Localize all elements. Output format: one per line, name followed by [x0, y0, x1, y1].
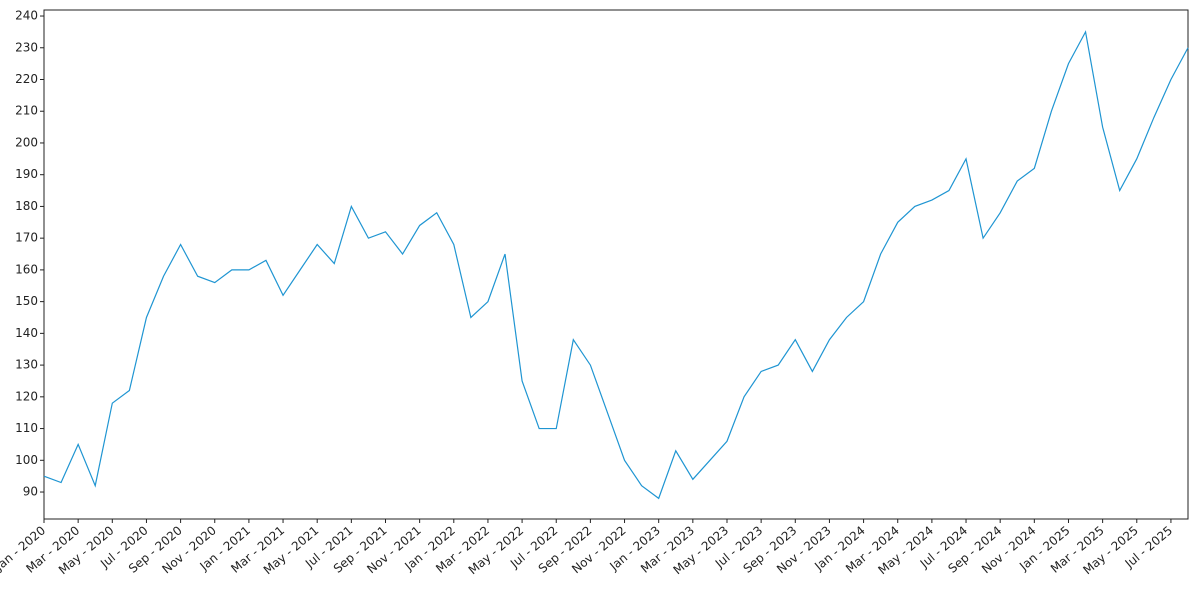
y-tick-label: 170 — [15, 231, 38, 245]
series-line — [43, 30, 1189, 500]
y-tick-label: 110 — [15, 421, 38, 435]
y-tick-label: 180 — [15, 199, 38, 213]
y-tick-label: 210 — [15, 104, 38, 118]
y-tick-label: 230 — [15, 40, 38, 54]
y-tick-label: 90 — [23, 485, 38, 499]
y-tick-label: 120 — [15, 389, 38, 403]
y-tick-label: 190 — [15, 167, 38, 181]
y-tick-label: 240 — [15, 9, 38, 23]
y-tick-label: 220 — [15, 72, 38, 86]
plot-frame — [43, 9, 1189, 520]
y-tick-label: 200 — [15, 135, 38, 149]
y-tick-label: 100 — [15, 453, 38, 467]
y-tick-label: 150 — [15, 294, 38, 308]
y-tick-label: 130 — [15, 358, 38, 372]
y-tick-label: 140 — [15, 326, 38, 340]
y-tick-label: 160 — [15, 262, 38, 276]
